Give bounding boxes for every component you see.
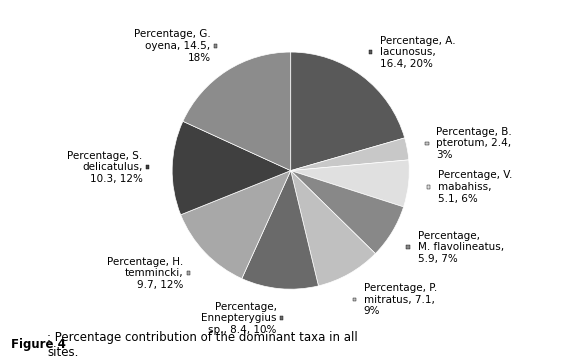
Wedge shape	[291, 138, 409, 171]
FancyBboxPatch shape	[214, 44, 217, 48]
Text: Percentage, A.
lacunosus,
16.4, 20%: Percentage, A. lacunosus, 16.4, 20%	[380, 36, 455, 69]
Text: Percentage,
Ennepterygius
sp., 8.4, 10%: Percentage, Ennepterygius sp., 8.4, 10%	[201, 302, 276, 335]
FancyBboxPatch shape	[425, 142, 429, 145]
Wedge shape	[172, 121, 291, 215]
Text: Percentage, B.
pterotum, 2.4,
3%: Percentage, B. pterotum, 2.4, 3%	[437, 127, 512, 160]
FancyBboxPatch shape	[369, 50, 372, 54]
Wedge shape	[242, 171, 319, 289]
Text: Percentage, V.
mabahiss,
5.1, 6%: Percentage, V. mabahiss, 5.1, 6%	[438, 170, 512, 204]
FancyBboxPatch shape	[406, 245, 410, 249]
FancyBboxPatch shape	[280, 317, 283, 320]
Wedge shape	[291, 52, 405, 171]
FancyBboxPatch shape	[352, 298, 356, 301]
FancyBboxPatch shape	[427, 185, 430, 189]
Text: Percentage, H.
temmincki,
9.7, 12%: Percentage, H. temmincki, 9.7, 12%	[107, 257, 184, 290]
Text: : Percentage contribution of the dominant taxa in all
sites.: : Percentage contribution of the dominan…	[47, 331, 358, 359]
Wedge shape	[183, 52, 291, 171]
Text: Figure 4: Figure 4	[11, 338, 66, 351]
Text: Percentage,
M. flavolineatus,
5.9, 7%: Percentage, M. flavolineatus, 5.9, 7%	[418, 231, 504, 264]
FancyBboxPatch shape	[145, 165, 149, 169]
Text: Percentage, S.
delicatulus,
10.3, 12%: Percentage, S. delicatulus, 10.3, 12%	[67, 151, 142, 184]
Text: Percentage, G.
oyena, 14.5,
18%: Percentage, G. oyena, 14.5, 18%	[134, 29, 211, 62]
Text: Percentage, P.
mitratus, 7.1,
9%: Percentage, P. mitratus, 7.1, 9%	[364, 283, 437, 316]
Wedge shape	[291, 160, 409, 207]
FancyBboxPatch shape	[186, 271, 190, 275]
Wedge shape	[291, 171, 404, 254]
Wedge shape	[291, 171, 376, 286]
Wedge shape	[181, 171, 291, 279]
